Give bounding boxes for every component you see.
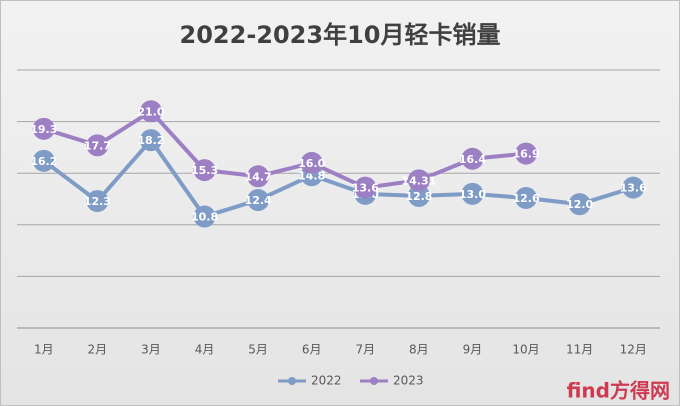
data-label: 21.0 — [137, 105, 164, 118]
x-tick-label: 7月 — [355, 343, 375, 357]
watermark: find方得网 — [567, 379, 670, 403]
data-label: 10.8 — [191, 211, 218, 224]
x-tick-label: 3月 — [141, 343, 161, 357]
x-tick-label: 10月 — [512, 343, 539, 357]
x-tick-label: 11月 — [566, 343, 593, 357]
data-label: 13.0 — [459, 188, 486, 201]
data-point — [247, 189, 270, 212]
x-tick-label: 6月 — [302, 343, 322, 357]
data-point — [515, 186, 538, 209]
data-point — [407, 184, 430, 207]
data-point — [139, 129, 162, 152]
data-point — [461, 182, 484, 205]
data-point — [86, 190, 109, 213]
data-label: 14.8 — [298, 169, 325, 182]
data-label: 16.9 — [512, 148, 539, 161]
data-point — [568, 193, 591, 216]
data-point — [300, 151, 323, 174]
data-label: 12.4 — [245, 194, 272, 207]
x-tick-label: 5月 — [248, 343, 268, 357]
data-point — [32, 149, 55, 172]
data-point — [622, 176, 645, 199]
data-point — [247, 165, 270, 188]
data-label: 16.4 — [459, 153, 486, 166]
data-label: 16.2 — [30, 155, 57, 168]
data-label: 19.3 — [30, 123, 57, 136]
data-label: 13.6 — [620, 182, 647, 195]
data-label: 16.0 — [298, 157, 325, 170]
data-point — [461, 147, 484, 170]
legend-label: 2023 — [393, 374, 424, 388]
data-point — [193, 205, 216, 228]
data-label: 14.7 — [245, 170, 272, 183]
data-label: 15.3 — [191, 164, 218, 177]
x-tick-label: 1月 — [34, 343, 54, 357]
x-tick-label: 9月 — [463, 343, 483, 357]
data-label: 12.3 — [84, 195, 111, 208]
data-point — [193, 159, 216, 182]
data-point — [407, 169, 430, 192]
data-label: 17.7 — [84, 139, 111, 152]
data-label: 18.2 — [137, 134, 164, 147]
chart-title: 2022-2023年10月轻卡销量 — [180, 21, 501, 49]
data-label: 14.31 — [401, 174, 436, 187]
data-point — [139, 100, 162, 123]
x-tick-label: 2月 — [88, 343, 108, 357]
data-label: 13.6 — [352, 182, 379, 195]
legend-marker — [370, 377, 378, 385]
series-line — [43, 109, 527, 190]
data-label: 12.8 — [405, 190, 432, 203]
x-tick-label: 12月 — [620, 343, 647, 357]
x-tick-label: 4月 — [195, 343, 215, 357]
x-tick-label: 8月 — [409, 343, 429, 357]
data-label: 12.6 — [512, 192, 539, 205]
legend-label: 2022 — [311, 374, 342, 388]
data-label: 12.0 — [566, 198, 593, 211]
data-point — [32, 117, 55, 140]
data-point — [515, 142, 538, 165]
data-point — [354, 176, 377, 199]
data-point — [86, 134, 109, 157]
legend-marker — [288, 377, 296, 385]
